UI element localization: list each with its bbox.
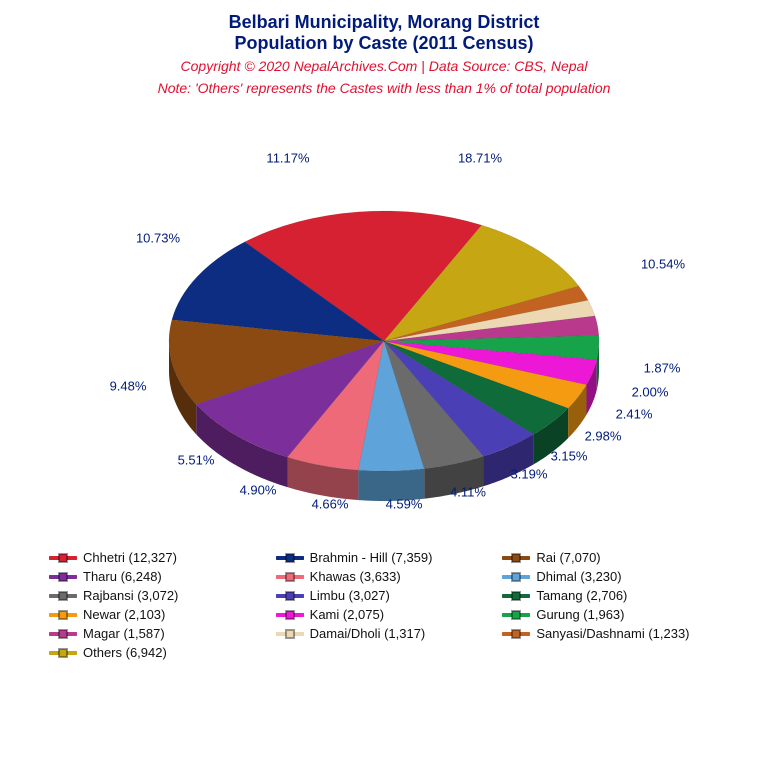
- legend-label: Brahmin - Hill (7,359): [310, 550, 433, 565]
- legend-item: Rai (7,070): [502, 550, 719, 565]
- legend-label: Magar (1,587): [83, 626, 165, 641]
- legend-swatch: [49, 651, 77, 655]
- legend-marker: [59, 592, 67, 600]
- chart-copyright: Copyright © 2020 NepalArchives.Com | Dat…: [0, 58, 768, 74]
- chart-title-line1: Belbari Municipality, Morang District: [0, 12, 768, 33]
- legend-swatch: [502, 556, 530, 560]
- legend-marker: [286, 611, 294, 619]
- legend-item: Brahmin - Hill (7,359): [276, 550, 493, 565]
- legend-swatch: [502, 594, 530, 598]
- slice-pct-label: 2.41%: [616, 407, 653, 422]
- legend-item: Sanyasi/Dashnami (1,233): [502, 626, 719, 641]
- slice-pct-label: 5.51%: [178, 453, 215, 468]
- slice-pct-label: 4.90%: [240, 483, 277, 498]
- pie-chart: 18.71% 11.17% 10.73% 9.48% 5.51% 4.90% 4.66% 4.…: [0, 116, 768, 536]
- slice-pct-label: 3.19%: [511, 467, 548, 482]
- legend-item: Kami (2,075): [276, 607, 493, 622]
- legend-swatch: [276, 575, 304, 579]
- legend-marker: [286, 573, 294, 581]
- chart-header: Belbari Municipality, Morang District Po…: [0, 0, 768, 96]
- slice-pct-label: 3.15%: [551, 449, 588, 464]
- legend-swatch: [49, 575, 77, 579]
- legend-marker: [512, 573, 520, 581]
- legend-marker: [59, 630, 67, 638]
- slice-pct-label: 9.48%: [110, 379, 147, 394]
- legend-item: Damai/Dholi (1,317): [276, 626, 493, 641]
- legend-item: Others (6,942): [49, 645, 266, 660]
- slice-pct-label: 10.54%: [641, 257, 685, 272]
- slice-pct-label: 2.00%: [632, 385, 669, 400]
- legend-marker: [512, 630, 520, 638]
- legend-label: Newar (2,103): [83, 607, 165, 622]
- chart-title-line2: Population by Caste (2011 Census): [0, 33, 768, 54]
- legend-marker: [512, 592, 520, 600]
- legend-label: Rajbansi (3,072): [83, 588, 178, 603]
- legend-swatch: [502, 575, 530, 579]
- legend-swatch: [49, 613, 77, 617]
- legend-label: Rai (7,070): [536, 550, 600, 565]
- legend-swatch: [49, 594, 77, 598]
- legend-item: Khawas (3,633): [276, 569, 493, 584]
- legend-swatch: [502, 613, 530, 617]
- legend-item: Limbu (3,027): [276, 588, 493, 603]
- legend-marker: [286, 592, 294, 600]
- slice-pct-label: 11.17%: [266, 151, 309, 166]
- legend-marker: [512, 611, 520, 619]
- legend-item: Rajbansi (3,072): [49, 588, 266, 603]
- legend-label: Tamang (2,706): [536, 588, 627, 603]
- legend-marker: [59, 554, 67, 562]
- legend-label: Khawas (3,633): [310, 569, 401, 584]
- legend-label: Tharu (6,248): [83, 569, 162, 584]
- legend-label: Damai/Dholi (1,317): [310, 626, 426, 641]
- legend-swatch: [49, 632, 77, 636]
- legend-item: Magar (1,587): [49, 626, 266, 641]
- chart-note: Note: 'Others' represents the Castes wit…: [0, 80, 768, 96]
- pie-svg: [0, 116, 768, 536]
- legend-marker: [59, 649, 67, 657]
- slice-pct-label: 1.87%: [644, 361, 681, 376]
- legend-marker: [286, 554, 294, 562]
- legend-swatch: [276, 613, 304, 617]
- slice-pct-label: 4.66%: [312, 497, 349, 512]
- legend-label: Sanyasi/Dashnami (1,233): [536, 626, 689, 641]
- legend-swatch: [276, 594, 304, 598]
- slice-pct-label: 4.59%: [386, 497, 423, 512]
- legend-swatch: [276, 632, 304, 636]
- legend-label: Dhimal (3,230): [536, 569, 621, 584]
- legend: Chhetri (12,327) Brahmin - Hill (7,359) Ra…: [49, 550, 719, 660]
- legend-marker: [512, 554, 520, 562]
- legend-swatch: [49, 556, 77, 560]
- legend-item: Gurung (1,963): [502, 607, 719, 622]
- legend-label: Chhetri (12,327): [83, 550, 177, 565]
- slice-pct-label: 18.71%: [458, 151, 502, 166]
- slice-pct-label: 4.11%: [450, 485, 486, 500]
- legend-label: Gurung (1,963): [536, 607, 624, 622]
- legend-item: Tharu (6,248): [49, 569, 266, 584]
- legend-marker: [59, 573, 67, 581]
- legend-swatch: [502, 632, 530, 636]
- legend-marker: [59, 611, 67, 619]
- legend-label: Limbu (3,027): [310, 588, 390, 603]
- legend-marker: [286, 630, 294, 638]
- slice-pct-label: 2.98%: [585, 429, 622, 444]
- legend-item: Tamang (2,706): [502, 588, 719, 603]
- legend-item: Chhetri (12,327): [49, 550, 266, 565]
- legend-item: Newar (2,103): [49, 607, 266, 622]
- legend-item: Dhimal (3,230): [502, 569, 719, 584]
- legend-label: Others (6,942): [83, 645, 167, 660]
- legend-swatch: [276, 556, 304, 560]
- slice-pct-label: 10.73%: [136, 231, 180, 246]
- legend-label: Kami (2,075): [310, 607, 384, 622]
